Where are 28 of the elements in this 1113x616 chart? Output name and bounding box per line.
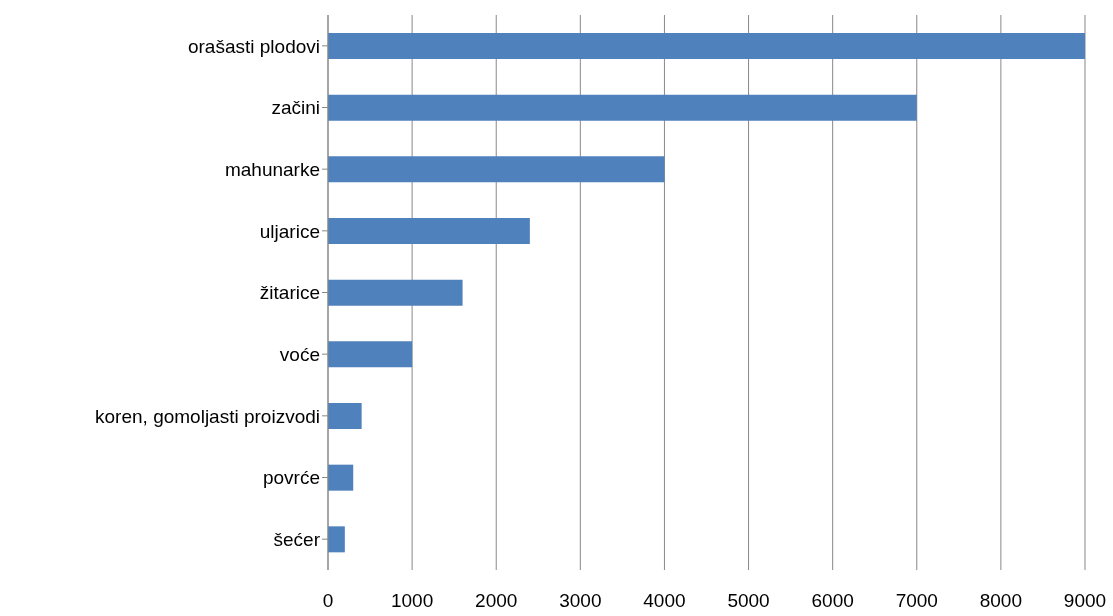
x-tick-label: 1000 — [390, 590, 434, 612]
bar — [328, 526, 345, 553]
x-tick-label: 8000 — [979, 590, 1023, 612]
y-tick-label: voće — [279, 343, 320, 365]
x-tick-label: 0 — [322, 590, 334, 612]
x-tick-label: 3000 — [559, 590, 602, 612]
x-tick-label: 9000 — [1063, 590, 1107, 612]
x-tick-label: 4000 — [643, 590, 686, 612]
y-tick-label: uljarice — [259, 220, 320, 242]
bar — [328, 156, 665, 183]
x-tick-label: 2000 — [475, 590, 518, 612]
y-tick-label: koren, gomoljasti proizvodi — [95, 405, 320, 427]
y-tick-label: orašasti plodovi — [187, 35, 320, 57]
x-tick-label: 7000 — [895, 590, 938, 612]
bar — [328, 403, 362, 429]
bar — [328, 341, 413, 368]
y-tick-label: povrće — [262, 467, 320, 489]
y-tick-label: začini — [271, 97, 320, 119]
y-tick-label: šećer — [273, 528, 321, 550]
bar — [328, 33, 1085, 59]
bar — [328, 94, 917, 121]
bar — [328, 464, 354, 491]
y-tick-label: mahunarke — [224, 158, 320, 180]
x-tick-label: 5000 — [727, 590, 770, 612]
x-tick-label: 6000 — [811, 590, 854, 612]
y-tick-label: žitarice — [259, 282, 320, 304]
bar — [328, 279, 463, 306]
bar — [328, 218, 530, 244]
